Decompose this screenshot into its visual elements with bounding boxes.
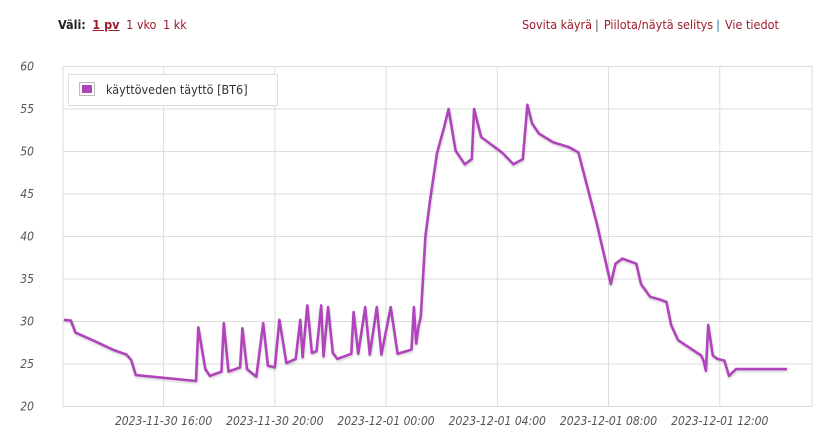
chart-actions: Sovita käyrä | Piilota/näytä selitys | Vie t…: [522, 17, 779, 32]
x-tick-label: 2023-11-30 20:00: [226, 414, 323, 428]
export-data-link[interactable]: Vie tiedot: [724, 17, 779, 32]
x-tick-label: 2023-12-01 04:00: [449, 414, 546, 428]
y-tick-label: 55: [20, 102, 34, 116]
range-option-1-month[interactable]: 1 kk: [163, 17, 187, 32]
legend-swatch: [79, 82, 95, 96]
range-selector: Väli: 1 pv 1 vko 1 kk: [58, 17, 187, 32]
legend-label: käyttöveden täyttö [BT6]: [106, 82, 248, 97]
range-option-1-day[interactable]: 1 pv: [92, 17, 120, 32]
fit-curve-link[interactable]: Sovita käyrä: [522, 17, 593, 32]
separator: |: [716, 17, 720, 32]
series-group: [63, 103, 787, 383]
range-label: Väli:: [58, 17, 86, 32]
range-option-1-week[interactable]: 1 vko: [126, 17, 157, 32]
y-tick-label: 40: [20, 230, 34, 244]
series-line: [63, 103, 787, 383]
y-tick-label: 45: [20, 187, 34, 201]
legend[interactable]: käyttöveden täyttö [BT6]: [68, 74, 278, 106]
grid: [62, 66, 813, 407]
y-tick-label: 35: [20, 272, 34, 286]
x-tick-label: 2023-11-30 16:00: [115, 414, 212, 428]
y-tick-label: 30: [20, 315, 34, 329]
x-tick-label: 2023-12-01 12:00: [671, 414, 768, 428]
x-axis: 2023-11-30 16:00 2023-11-30 20:00 2023-12-…: [115, 414, 769, 428]
toggle-legend-link[interactable]: Piilota/näytä selitys: [603, 17, 714, 32]
y-axis: 20 25 30 35 40 45 50 55 60: [20, 60, 34, 414]
y-tick-label: 60: [20, 60, 34, 74]
y-tick-label: 50: [20, 145, 34, 159]
x-tick-label: 2023-12-01 08:00: [560, 414, 657, 428]
separator: |: [595, 17, 599, 32]
y-tick-label: 20: [20, 400, 34, 414]
y-tick-label: 25: [20, 357, 34, 371]
x-tick-label: 2023-12-01 00:00: [337, 414, 434, 428]
